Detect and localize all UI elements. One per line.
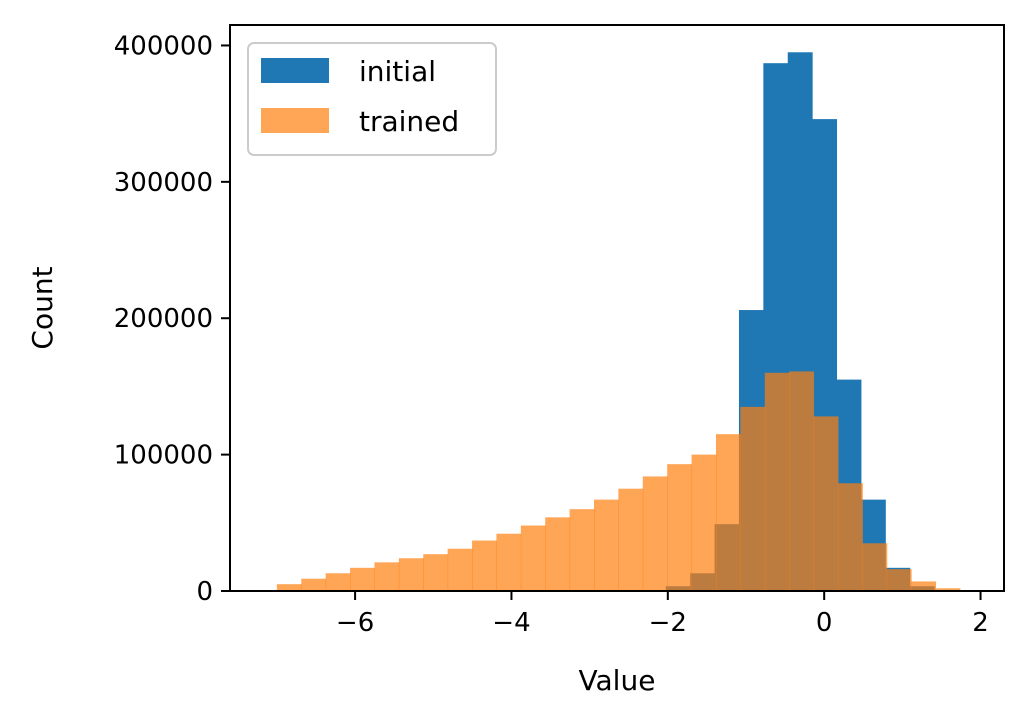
bar-trained-23 [837,483,863,591]
y-tick-label: 200000 [114,304,213,334]
legend-label-initial: initial [359,55,436,88]
legend-swatch-initial [261,58,329,83]
x-tick-label: 2 [972,608,989,638]
bar-trained-12 [569,509,595,591]
bar-trained-6 [423,554,449,591]
x-tick-label: −6 [336,608,374,638]
bar-trained-25 [886,569,912,591]
bar-trained-0 [276,584,302,591]
legend-label-trained: trained [359,105,459,138]
bar-trained-26 [911,581,937,591]
bar-trained-16 [667,464,693,591]
bar-trained-3 [350,567,375,591]
x-axis-label: Value [579,664,656,697]
bar-trained-8 [472,540,497,591]
bar-trained-11 [545,517,571,591]
y-tick-label: 100000 [114,441,213,471]
legend-swatch-trained [261,108,329,133]
y-tick-label: 300000 [114,168,213,198]
x-tick-label: −2 [649,608,687,638]
x-tick-label: 0 [816,608,833,638]
bar-trained-18 [715,434,741,591]
bar-trained-1 [301,578,327,591]
bar-trained-5 [398,558,424,591]
bar-trained-7 [447,548,473,591]
bar-trained-14 [618,488,644,591]
legend: initial trained [247,42,497,156]
bar-trained-13 [594,499,619,591]
bar-trained-24 [862,543,888,591]
bar-trained-2 [325,573,351,591]
bar-trained-9 [496,533,522,591]
bar-trained-15 [642,476,668,591]
plot-frame [229,24,1005,592]
y-tick-label: 400000 [114,31,213,61]
bar-trained-22 [813,416,839,591]
y-tick-label: 0 [196,577,213,607]
bar-trained-21 [789,371,815,591]
bar-trained-20 [764,372,790,591]
bar-trained-19 [740,406,766,591]
bars-layer [276,52,961,592]
bar-trained-17 [691,454,717,591]
x-tick-label: −4 [492,608,530,638]
bar-trained-27 [935,588,961,591]
bar-trained-10 [520,525,546,591]
bar-trained-4 [374,562,400,591]
y-axis-label: Count [26,266,59,349]
ticks-layer: −6 −4 −2 0 2 0 100000 200000 300000 400000 [114,31,989,638]
